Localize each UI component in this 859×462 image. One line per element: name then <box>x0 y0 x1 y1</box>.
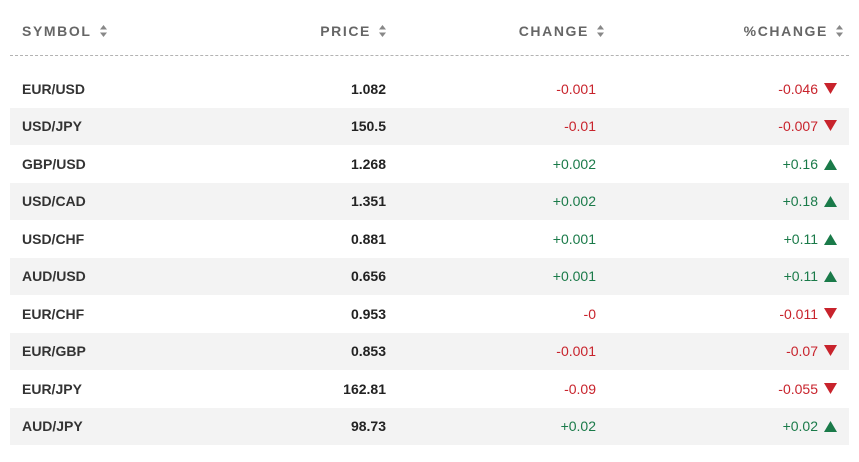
symbol-cell[interactable]: AUD/JPY <box>22 418 83 435</box>
triangle-down-icon <box>824 82 837 94</box>
table-row[interactable]: EUR/GBP 0.853 -0.001 -0.07 <box>10 332 849 371</box>
triangle-up-icon <box>824 196 837 208</box>
table-row[interactable]: USD/JPY 150.5 -0.01 -0.007 <box>10 107 849 146</box>
table-row[interactable]: GBP/USD 1.268 +0.002 +0.16 <box>10 145 849 183</box>
pct-change-value: -0.046 <box>778 80 818 97</box>
price-cell: 98.73 <box>350 418 386 435</box>
currency-table: SYMBOL PRICE CHANGE %CHANGE EUR/USD <box>0 0 859 445</box>
pct-change-value: +0.18 <box>782 193 818 210</box>
triangle-up-icon <box>824 271 837 283</box>
change-cell: -0.001 <box>556 343 596 360</box>
pct-change-cell: -0.055 <box>778 370 837 408</box>
sort-icon <box>836 25 843 37</box>
pct-change-cell: -0.007 <box>778 108 837 146</box>
table-row[interactable]: EUR/CHF 0.953 -0 -0.011 <box>10 295 849 333</box>
pct-change-cell: -0.011 <box>779 295 837 333</box>
symbol-cell[interactable]: AUD/USD <box>22 268 86 285</box>
table-row[interactable]: AUD/USD 0.656 +0.001 +0.11 <box>10 257 849 296</box>
pct-change-value: +0.16 <box>782 155 818 172</box>
pct-change-value: +0.02 <box>782 418 818 435</box>
column-header-symbol-label: SYMBOL <box>22 23 92 39</box>
pct-change-value: +0.11 <box>783 230 818 247</box>
sort-icon <box>597 25 604 37</box>
symbol-cell[interactable]: EUR/JPY <box>22 380 82 397</box>
column-header-symbol[interactable]: SYMBOL <box>22 23 107 39</box>
table-row[interactable]: EUR/USD 1.082 -0.001 -0.046 <box>10 70 849 108</box>
change-cell: +0.001 <box>552 230 596 247</box>
change-cell: -0.001 <box>556 80 596 97</box>
symbol-cell[interactable]: USD/CHF <box>22 230 85 247</box>
table-row[interactable]: AUD/JPY 98.73 +0.02 +0.02 <box>10 407 849 446</box>
change-cell: -0 <box>583 305 596 322</box>
column-header-pct-change[interactable]: %CHANGE <box>744 23 843 39</box>
symbol-cell[interactable]: EUR/CHF <box>22 305 85 322</box>
triangle-down-icon <box>824 382 837 394</box>
table-row[interactable]: USD/CHF 0.881 +0.001 +0.11 <box>10 220 849 258</box>
pct-change-cell: +0.16 <box>783 145 837 183</box>
price-cell: 162.81 <box>343 380 386 397</box>
triangle-up-icon <box>824 233 837 245</box>
table-header: SYMBOL PRICE CHANGE %CHANGE <box>10 0 849 56</box>
change-cell: +0.001 <box>552 268 596 285</box>
change-cell: +0.002 <box>552 155 596 172</box>
pct-change-value: -0.055 <box>778 380 818 397</box>
pct-change-cell: +0.11 <box>784 220 837 258</box>
price-cell: 0.881 <box>350 230 386 247</box>
price-cell: 1.351 <box>350 193 386 210</box>
column-header-change[interactable]: CHANGE <box>519 23 604 39</box>
change-cell: +0.02 <box>560 418 596 435</box>
symbol-cell[interactable]: GBP/USD <box>22 155 86 172</box>
symbol-cell[interactable]: EUR/USD <box>22 80 86 97</box>
triangle-up-icon <box>824 421 837 433</box>
pct-change-value: -0.07 <box>786 343 818 360</box>
pct-change-cell: +0.02 <box>783 408 837 446</box>
pct-change-value: -0.011 <box>779 305 818 322</box>
change-cell: -0.09 <box>564 380 596 397</box>
table-row[interactable]: USD/CAD 1.351 +0.002 +0.18 <box>10 182 849 221</box>
pct-change-cell: +0.18 <box>783 183 837 221</box>
pct-change-cell: +0.11 <box>784 258 837 296</box>
triangle-down-icon <box>824 120 837 132</box>
symbol-cell[interactable]: EUR/GBP <box>22 343 86 360</box>
triangle-down-icon <box>824 345 837 357</box>
sort-icon <box>99 25 107 37</box>
triangle-down-icon <box>824 307 837 319</box>
price-cell: 0.853 <box>350 343 386 360</box>
symbol-cell[interactable]: USD/JPY <box>22 118 82 135</box>
column-header-price[interactable]: PRICE <box>320 23 386 39</box>
column-header-pct-change-label: %CHANGE <box>743 23 828 39</box>
price-cell: 0.656 <box>350 268 386 285</box>
table-body: EUR/USD 1.082 -0.001 -0.046 USD/JPY 150.… <box>10 70 849 445</box>
price-cell: 1.268 <box>350 155 386 172</box>
symbol-cell[interactable]: USD/CAD <box>22 193 86 210</box>
price-cell: 1.082 <box>350 80 386 97</box>
price-cell: 0.953 <box>350 305 386 322</box>
column-header-price-label: PRICE <box>320 23 371 39</box>
column-header-change-label: CHANGE <box>518 23 589 39</box>
table-row[interactable]: EUR/JPY 162.81 -0.09 -0.055 <box>10 370 849 408</box>
change-cell: +0.002 <box>552 193 596 210</box>
change-cell: -0.01 <box>564 118 596 135</box>
pct-change-value: +0.11 <box>783 268 818 285</box>
pct-change-cell: -0.07 <box>786 333 837 371</box>
pct-change-cell: -0.046 <box>778 70 837 108</box>
pct-change-value: -0.007 <box>778 118 818 135</box>
price-cell: 150.5 <box>350 118 386 135</box>
triangle-up-icon <box>824 158 837 170</box>
sort-icon <box>379 25 386 37</box>
